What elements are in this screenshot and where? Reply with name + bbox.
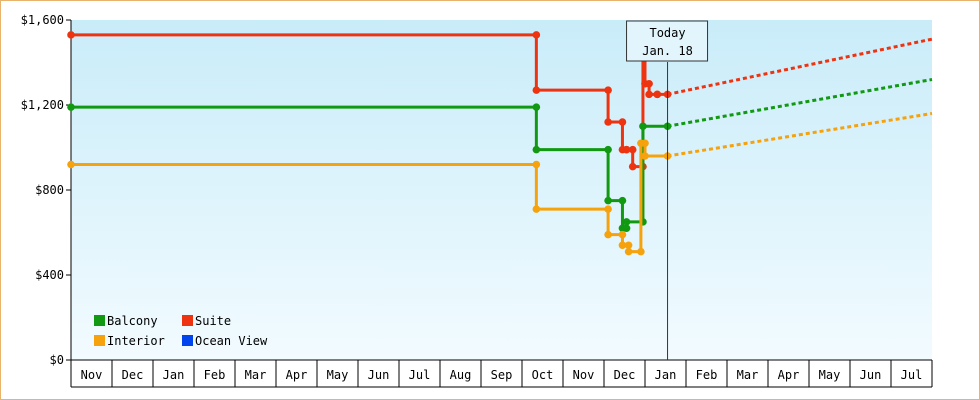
legend-swatch [182, 315, 193, 326]
data-point [604, 145, 612, 154]
x-tick-label: May [819, 368, 841, 382]
x-tick-label: Jun [368, 368, 390, 382]
forecast-line [667, 78, 933, 128]
x-tick-label: Mar [737, 368, 759, 382]
legend-swatch [182, 335, 193, 346]
x-tick-label: May [327, 368, 349, 382]
data-point [604, 86, 612, 94]
data-point [604, 205, 612, 213]
data-point [618, 241, 627, 250]
data-point [628, 145, 637, 154]
legend-label: Balcony [107, 314, 158, 328]
today-date: Jan. 18 [642, 44, 693, 58]
y-tick-label: $800 [35, 183, 64, 197]
data-point [618, 196, 627, 205]
data-point [67, 31, 75, 39]
x-tick-label: Sep [491, 368, 513, 382]
data-point [67, 103, 75, 111]
data-point [653, 90, 662, 99]
data-point [532, 160, 541, 169]
legend-label: Suite [195, 314, 231, 328]
y-tick-label: $1,600 [21, 13, 64, 27]
x-tick-label: Apr [778, 368, 800, 382]
plot-background [71, 20, 932, 360]
x-tick-label: Aug [450, 368, 472, 382]
forecast-line [667, 37, 933, 96]
data-point [604, 196, 612, 205]
x-tick-label: Apr [286, 368, 308, 382]
series-lines [67, 31, 933, 256]
x-tick-label: Mar [245, 368, 267, 382]
data-point [532, 103, 541, 111]
data-point [604, 230, 612, 239]
data-point [645, 90, 653, 99]
legend-label: Interior [107, 334, 165, 348]
x-tick-label: Jan [163, 368, 185, 382]
x-tick-label: Jun [860, 368, 882, 382]
legend-label: Ocean View [195, 334, 268, 348]
data-point [637, 247, 645, 256]
y-tick-label: $400 [35, 268, 64, 282]
series-line [71, 105, 668, 230]
data-point [624, 247, 633, 256]
y-tick-label: $1,200 [21, 98, 64, 112]
legend-swatch [94, 335, 105, 346]
data-point [532, 31, 541, 39]
legend-swatch [94, 315, 105, 326]
data-point [532, 145, 541, 154]
data-point [622, 224, 631, 233]
data-point [628, 162, 637, 171]
data-point [618, 230, 627, 239]
x-tick-label: Feb [204, 368, 226, 382]
y-axis: $0 $400 $800 $1,200 $1,600 [21, 13, 72, 367]
data-point [532, 86, 541, 94]
data-point [532, 205, 541, 213]
data-point [604, 118, 612, 126]
x-tick-label: Nov [81, 368, 103, 382]
x-tick-label: Nov [573, 368, 595, 382]
x-tick-label: Jan [655, 368, 677, 382]
data-point [641, 152, 649, 160]
x-tick-label: Oct [532, 368, 554, 382]
today-marker: Today Jan. 18 [626, 20, 709, 360]
data-point [618, 118, 627, 126]
x-tick-label: Dec [122, 368, 144, 382]
x-axis: Nov Dec Jan Feb Mar Apr May Jun Jul Aug Sep Oct Nov D… [70, 359, 933, 388]
y-tick-label: $0 [50, 353, 64, 367]
today-box [626, 20, 709, 62]
x-tick-label: Feb [696, 368, 718, 382]
forecast-line [667, 112, 933, 158]
data-point [622, 218, 631, 226]
today-label: Today [649, 26, 685, 40]
data-point [639, 122, 647, 131]
data-point [624, 241, 633, 250]
data-point [645, 79, 653, 88]
x-tick-label: Jul [409, 368, 431, 382]
data-point [641, 139, 649, 148]
x-tick-label: Dec [614, 368, 636, 382]
x-tick-label: Jul [901, 368, 923, 382]
legend: Balcony Suite Interior Ocean View [94, 314, 268, 348]
data-point [622, 145, 631, 154]
data-point [67, 160, 75, 169]
